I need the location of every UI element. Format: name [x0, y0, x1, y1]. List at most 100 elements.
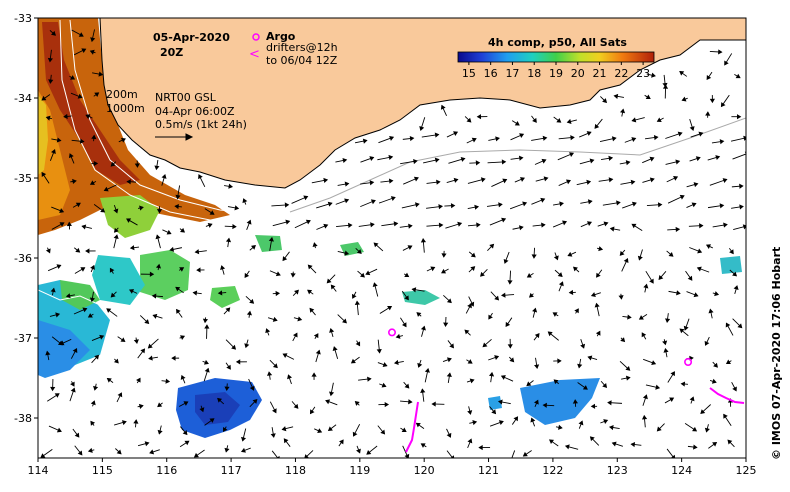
scale-arrow-icon — [155, 133, 194, 141]
current-vector — [667, 371, 675, 383]
current-vector — [594, 302, 600, 317]
current-vector — [656, 117, 664, 122]
current-vector — [225, 237, 232, 248]
current-vector — [709, 95, 715, 104]
current-vector — [488, 371, 495, 383]
current-vector — [578, 420, 584, 429]
colorbar-tick-label: 19 — [549, 67, 563, 80]
current-vector — [446, 177, 459, 183]
argo-float-marker — [387, 328, 396, 337]
current-vector — [106, 308, 118, 317]
current-vector — [621, 375, 631, 381]
current-vector — [637, 249, 643, 261]
current-vector — [466, 359, 473, 364]
sst-blue-122 — [520, 378, 600, 425]
current-vector — [509, 450, 516, 458]
current-vector — [590, 403, 598, 409]
current-vector — [327, 424, 337, 432]
current-vector — [705, 244, 714, 249]
current-vector — [336, 222, 353, 228]
current-vector — [116, 392, 123, 403]
current-vector — [267, 371, 273, 380]
current-vector — [365, 268, 378, 276]
current-vector — [420, 388, 426, 402]
current-vector — [467, 222, 481, 228]
current-vector — [70, 381, 75, 387]
current-vector — [137, 403, 144, 409]
current-vector — [497, 399, 511, 405]
current-vector — [358, 222, 375, 228]
current-vector — [199, 405, 205, 413]
current-vector — [553, 358, 562, 364]
latitude-axis: -33 -34 -35 -36 -37 -38 — [14, 12, 38, 425]
current-vector — [139, 315, 150, 324]
current-vector — [377, 154, 394, 161]
current-vector — [377, 362, 388, 368]
current-vector — [658, 271, 667, 280]
current-vector — [642, 177, 655, 183]
current-vector — [225, 339, 237, 350]
current-vector — [45, 350, 51, 361]
current-vector — [662, 339, 668, 346]
current-vector — [446, 372, 452, 384]
current-vector — [689, 119, 695, 132]
current-vector — [665, 159, 681, 165]
current-vector — [619, 108, 626, 117]
current-vector — [338, 439, 344, 447]
current-vector — [567, 251, 577, 257]
current-vector — [242, 198, 248, 205]
current-vector — [646, 202, 663, 208]
current-vector — [354, 138, 368, 144]
current-vector — [686, 202, 697, 208]
current-vector — [553, 252, 559, 261]
current-vector — [161, 378, 171, 384]
current-vector — [689, 396, 695, 404]
current-vector — [580, 339, 586, 349]
current-vector — [291, 401, 299, 409]
current-vector — [667, 194, 685, 204]
current-vector — [204, 418, 215, 426]
current-vector — [87, 447, 95, 453]
current-vector — [508, 356, 515, 363]
current-vector — [621, 258, 629, 272]
current-vector — [488, 355, 500, 361]
current-vector — [93, 92, 100, 97]
current-vector — [656, 423, 665, 432]
current-vector — [147, 338, 159, 349]
current-vector — [526, 380, 534, 387]
current-vector — [732, 318, 743, 329]
current-vector — [157, 402, 163, 408]
current-vector — [464, 329, 471, 336]
current-vector — [686, 182, 699, 188]
current-vector — [204, 324, 210, 339]
current-vector — [620, 179, 636, 185]
current-vector — [411, 287, 425, 293]
current-vector — [74, 445, 83, 456]
colorbar — [457, 51, 655, 63]
current-vector — [704, 336, 710, 346]
current-vector — [468, 296, 475, 307]
current-vector — [443, 317, 449, 327]
current-vector — [115, 448, 122, 455]
current-vector — [709, 49, 723, 55]
lon-tick-label: 117 — [221, 464, 242, 477]
sst-blue-1215 — [488, 396, 502, 410]
current-vector — [528, 292, 534, 298]
current-vector — [337, 181, 350, 187]
current-vector — [400, 399, 413, 405]
current-vector — [663, 347, 669, 358]
current-vector — [326, 274, 336, 284]
current-vector — [624, 137, 637, 143]
current-vector — [416, 312, 422, 317]
current-vector — [193, 449, 205, 458]
current-vector — [89, 291, 96, 303]
current-vector — [401, 202, 420, 209]
current-vector — [89, 49, 96, 55]
current-vector — [356, 445, 361, 454]
current-vector — [140, 271, 155, 277]
current-vector — [355, 340, 361, 347]
current-vector — [335, 157, 348, 164]
current-vector — [503, 251, 510, 264]
current-vector — [272, 290, 281, 297]
current-vector — [156, 206, 163, 214]
